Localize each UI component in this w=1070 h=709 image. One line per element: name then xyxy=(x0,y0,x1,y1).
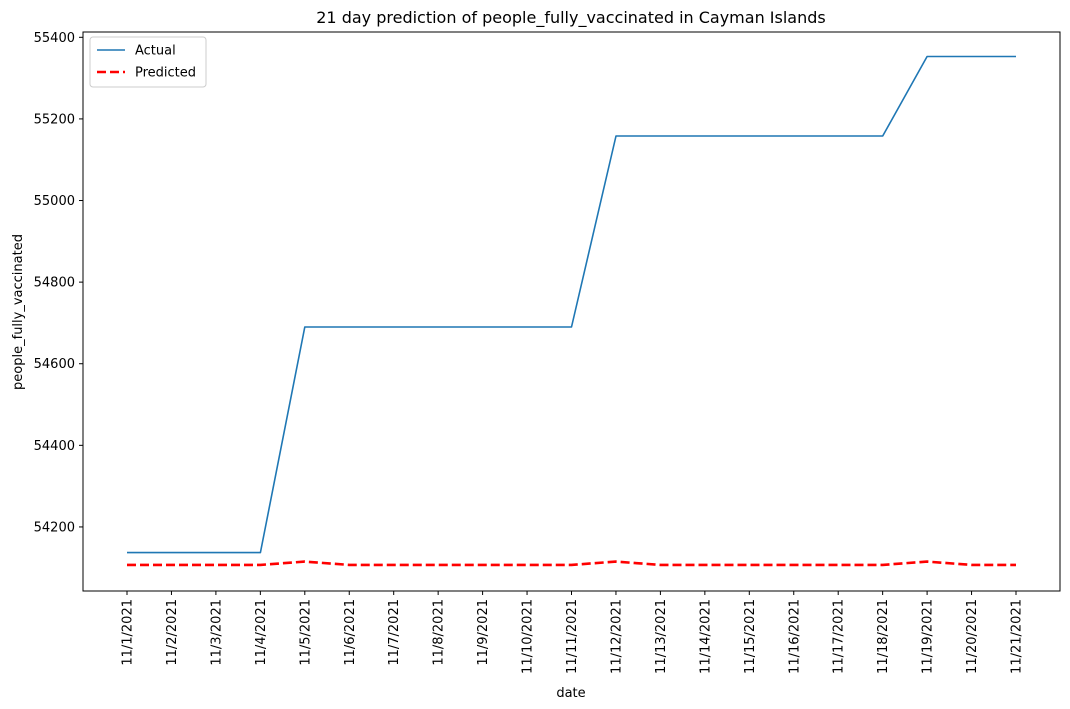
chart-title: 21 day prediction of people_fully_vaccin… xyxy=(316,8,825,28)
legend-label-predicted: Predicted xyxy=(135,66,196,81)
x-tick-label: 11/3/2021 xyxy=(209,599,224,666)
x-tick-label: 11/20/2021 xyxy=(965,599,980,674)
x-tick-label: 11/9/2021 xyxy=(476,599,491,666)
x-tick-label: 11/14/2021 xyxy=(698,599,713,674)
x-tick-label: 11/13/2021 xyxy=(654,599,669,674)
x-tick-label: 11/7/2021 xyxy=(387,599,402,666)
y-tick-label: 54200 xyxy=(34,520,75,535)
x-tick-label: 11/2/2021 xyxy=(165,599,180,666)
x-tick-label: 11/6/2021 xyxy=(343,599,358,666)
y-tick-label: 55200 xyxy=(34,112,75,127)
x-axis-label: date xyxy=(556,686,585,701)
y-axis-label: people_fully_vaccinated xyxy=(11,234,26,390)
y-tick-label: 55000 xyxy=(34,194,75,209)
x-tick-label: 11/17/2021 xyxy=(832,599,847,674)
y-tick-label: 54600 xyxy=(34,357,75,372)
x-tick-label: 11/4/2021 xyxy=(254,599,269,666)
x-tick-label: 11/16/2021 xyxy=(787,599,802,674)
series-line-actual xyxy=(127,55,1016,554)
plot-frame xyxy=(82,31,1061,592)
x-tick-label: 11/19/2021 xyxy=(921,599,936,674)
legend-label-actual: Actual xyxy=(135,44,176,59)
y-tick-label: 55400 xyxy=(34,31,75,46)
y-tick-label: 54800 xyxy=(34,276,75,291)
x-tick-label: 11/11/2021 xyxy=(565,599,580,674)
x-tick-label: 11/12/2021 xyxy=(609,599,624,674)
plot-area: 54200 54400 54600 54800 55000 55200 55400 11/1/… xyxy=(34,31,1061,674)
series-line-predicted xyxy=(127,560,1016,567)
x-tick-label: 11/18/2021 xyxy=(876,599,891,674)
y-tick-label: 54400 xyxy=(34,439,75,454)
x-tick-label: 11/15/2021 xyxy=(743,599,758,674)
x-tick-label: 11/5/2021 xyxy=(298,599,313,666)
x-tick-label: 11/10/2021 xyxy=(521,599,536,674)
x-tick-label: 11/1/2021 xyxy=(121,599,136,666)
legend: Actual Predicted xyxy=(89,36,207,88)
x-tick-label: 11/21/2021 xyxy=(1010,599,1025,674)
x-tick-label: 11/8/2021 xyxy=(432,599,447,666)
